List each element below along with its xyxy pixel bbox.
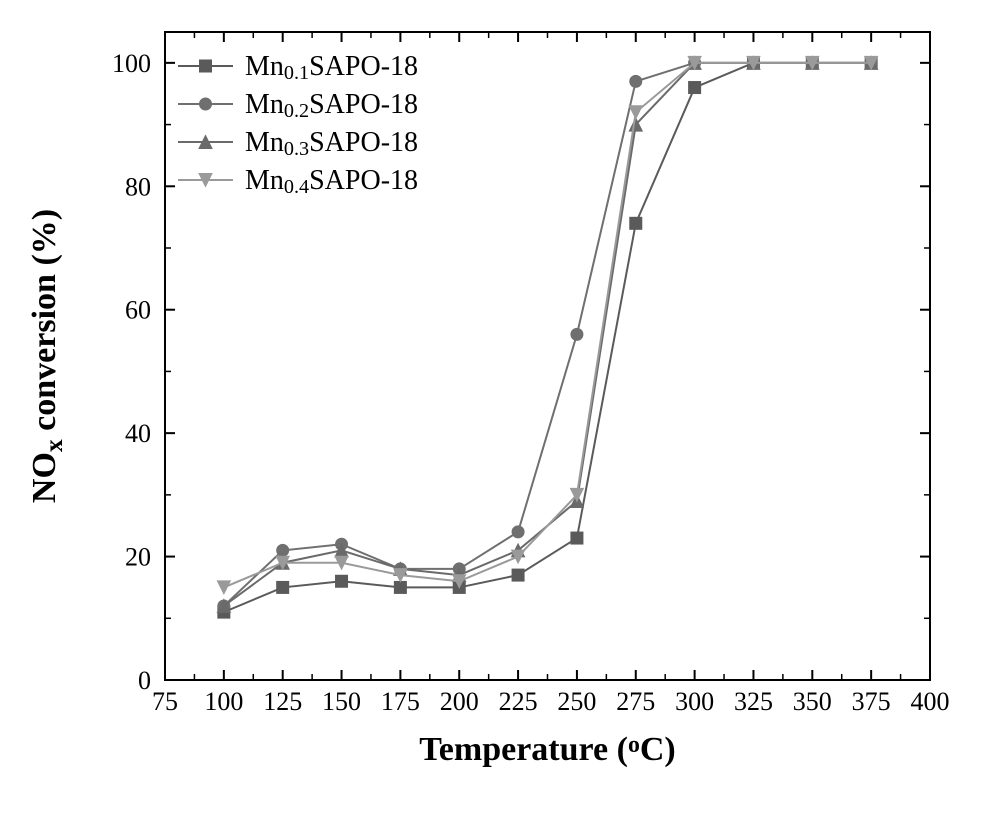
y-tick-label: 20 [125,543,151,572]
x-axis-title: Temperature (oC) [419,731,675,768]
y-tick-label: 100 [112,49,151,78]
x-tick-label: 275 [616,687,655,716]
y-tick-label: 40 [125,419,151,448]
y-axis-title: NOx conversion (%) [26,209,68,503]
x-tick-label: 100 [204,687,243,716]
y-tick-label: 0 [138,666,151,695]
x-tick-label: 350 [793,687,832,716]
nox-conversion-chart: 7510012515017520022525027530032535037540… [0,0,1000,814]
legend-label: Mn0.3SAPO-18 [245,127,418,160]
x-tick-label: 125 [263,687,302,716]
x-tick-label: 75 [152,687,178,716]
legend-label: Mn0.2SAPO-18 [245,89,418,122]
x-tick-label: 375 [852,687,891,716]
y-tick-label: 60 [125,296,151,325]
x-tick-label: 175 [381,687,420,716]
x-tick-label: 400 [911,687,950,716]
x-tick-label: 200 [440,687,479,716]
x-tick-label: 225 [499,687,538,716]
legend-label: Mn0.4SAPO-18 [245,165,418,198]
legend-label: Mn0.1SAPO-18 [245,51,418,84]
x-tick-label: 250 [557,687,596,716]
x-tick-label: 325 [734,687,773,716]
x-tick-label: 150 [322,687,361,716]
x-tick-label: 300 [675,687,714,716]
chart-container: 7510012515017520022525027530032535037540… [0,0,1000,814]
y-tick-label: 80 [125,172,151,201]
